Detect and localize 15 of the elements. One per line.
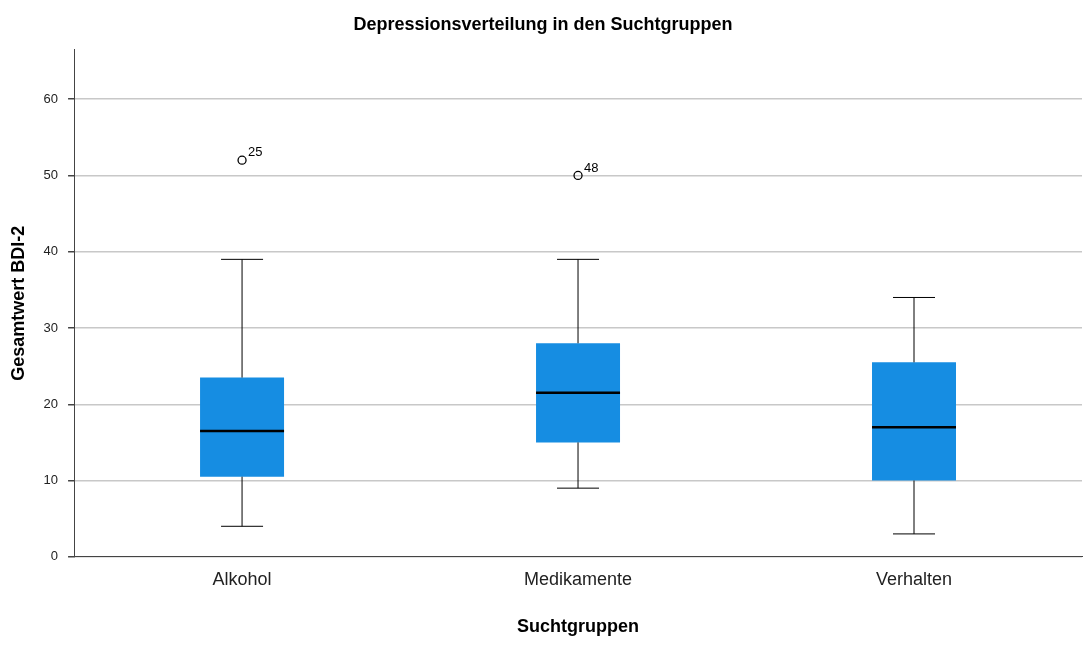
y-axis-title: Gesamtwert BDI-2 <box>7 225 28 381</box>
x-tick-label: Medikamente <box>524 568 633 589</box>
y-tick-label: 10 <box>43 472 59 488</box>
x-tick-label: Alkohol <box>212 568 272 589</box>
x-tick-label: Verhalten <box>875 568 953 589</box>
y-tick-label: 50 <box>43 167 59 183</box>
chart-title: Depressionsverteilung in den Suchtgruppen <box>353 13 733 34</box>
y-tick-label: 60 <box>43 90 59 106</box>
annotation: 25 <box>248 144 263 160</box>
y-tick-label: 30 <box>43 319 59 335</box>
annotation: 48 <box>584 159 599 175</box>
x-axis-title: Suchtgruppen <box>517 616 640 637</box>
y-tick-label: 40 <box>43 243 59 259</box>
y-tick-label: 20 <box>43 395 59 411</box>
y-tick-label: 0 <box>50 548 59 564</box>
